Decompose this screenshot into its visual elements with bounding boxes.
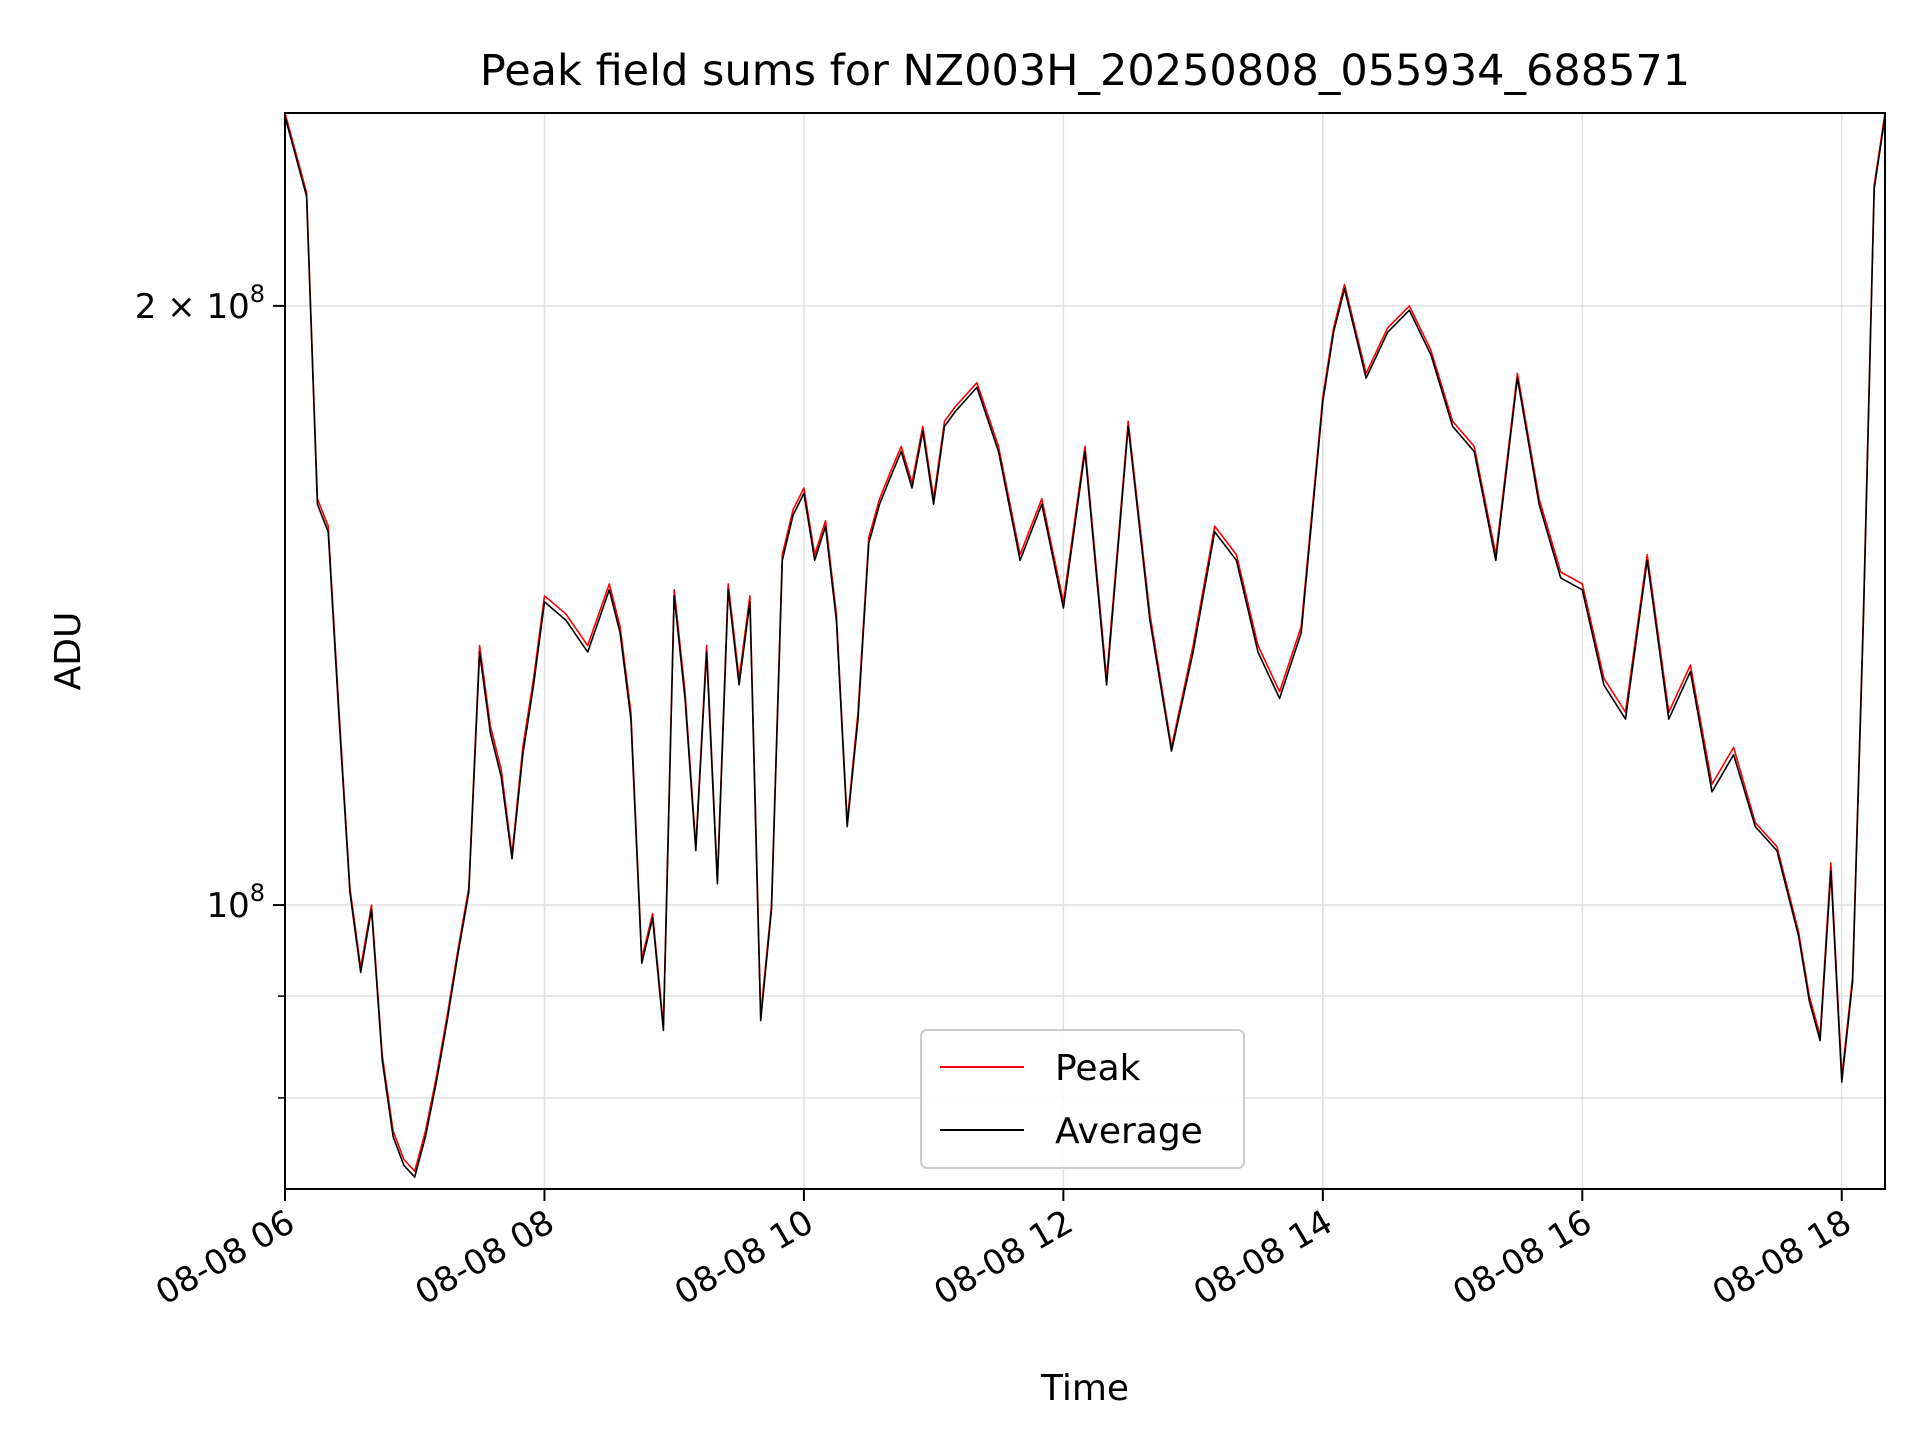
plot-frame [284,112,1886,1190]
series-line-peak [284,112,1886,1172]
x-axis-label: Time [1040,1368,1129,1409]
chart-title: Peak field sums for NZ003H_20250808_0559… [480,46,1690,96]
y-tick-label: 2 × 108 [135,280,265,327]
legend-box [920,1029,1245,1169]
y-axis-label: ADU [48,612,89,691]
series-lines [284,112,1886,1178]
y-tick-label: 108 [206,879,265,926]
legend-average-label: Average [1055,1111,1203,1152]
legend: Peak Average [920,1029,1245,1169]
legend-peak-label: Peak [1055,1048,1141,1089]
series-line-average [284,116,1886,1178]
